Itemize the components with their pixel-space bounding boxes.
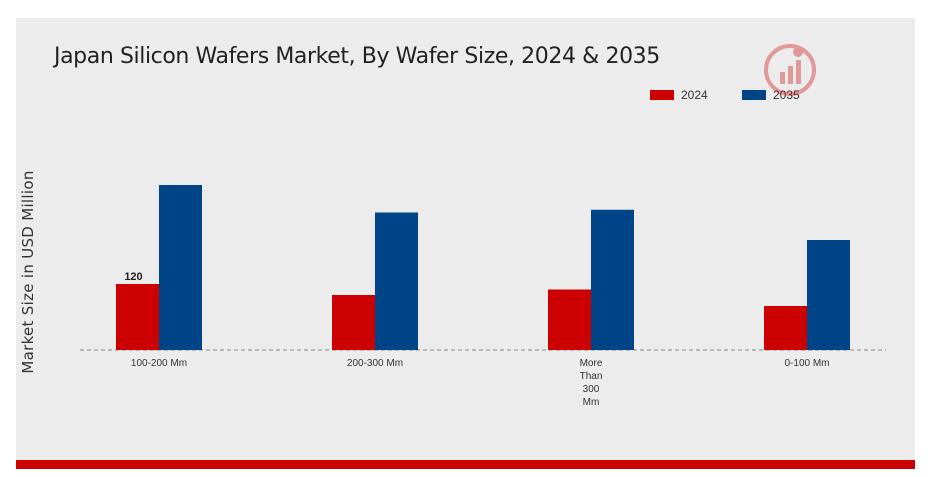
data-label: 120 [124,271,142,283]
legend-label-2035: 2035 [773,88,800,102]
watermark-logo-icon [764,44,816,96]
bar-2024-1 [332,295,375,350]
legend-item-2035: 2035 [742,88,800,102]
x-tick-label: 200-300 Mm [346,358,404,369]
bar-2035-0 [159,185,202,350]
legend-item-2024: 2024 [650,88,708,102]
chart-title: Japan Silicon Wafers Market, By Wafer Si… [54,44,660,69]
x-tick-label: 100-200 Mm [130,358,188,369]
bar-2024-0 [116,284,159,350]
bottom-accent-bar [16,460,915,469]
bar-2024-3 [764,306,807,350]
bar-2035-1 [375,212,418,350]
bar-2024-2 [548,289,591,350]
x-tick-label: More Than 300 Mm [579,358,603,408]
legend-swatch-2035 [742,90,766,100]
legend-swatch-2024 [650,90,674,100]
bar-2035-2 [591,209,634,350]
x-tick-label: 0-100 Mm [784,358,830,369]
legend-label-2024: 2024 [681,88,708,102]
bar-2035-3 [807,240,850,350]
